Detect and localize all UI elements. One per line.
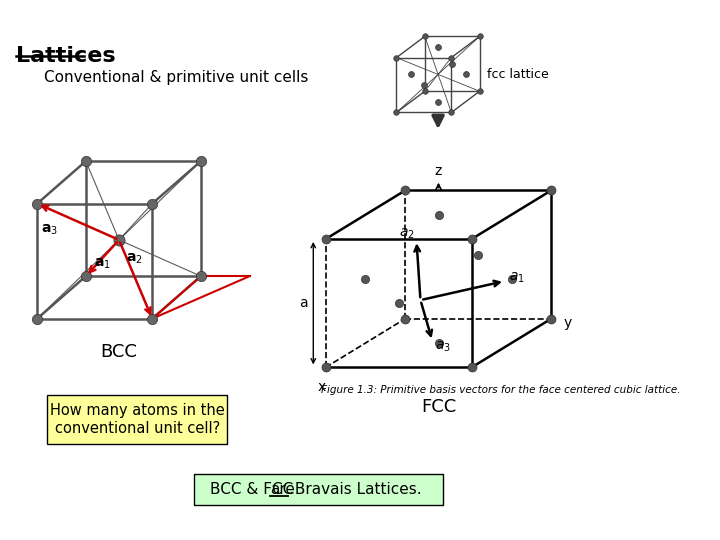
Point — [80, 157, 91, 165]
Text: fcc lattice: fcc lattice — [487, 68, 549, 81]
Text: $\mathbf{a}_2$: $\mathbf{a}_2$ — [126, 251, 143, 266]
Point — [393, 299, 405, 307]
Text: Bravais Lattices.: Bravais Lattices. — [290, 482, 421, 497]
Text: $\mathbf{a}_3$: $\mathbf{a}_3$ — [41, 223, 58, 237]
Point — [146, 314, 158, 323]
Point — [360, 274, 372, 283]
Point — [460, 70, 472, 79]
Point — [419, 32, 431, 40]
FancyBboxPatch shape — [194, 475, 443, 504]
Point — [474, 32, 485, 40]
Point — [446, 53, 457, 62]
Point — [400, 314, 411, 323]
Text: x: x — [317, 380, 325, 394]
Point — [466, 363, 477, 372]
Point — [195, 272, 207, 280]
Text: FCC: FCC — [421, 399, 456, 416]
Text: $a_2$: $a_2$ — [399, 227, 415, 241]
Text: a: a — [300, 296, 308, 310]
Point — [320, 363, 331, 372]
Text: z: z — [435, 164, 442, 178]
Text: Conventional & primitive unit cells: Conventional & primitive unit cells — [44, 70, 309, 85]
Point — [546, 186, 557, 195]
Point — [446, 108, 457, 117]
Text: Lattices: Lattices — [16, 46, 115, 66]
Point — [418, 80, 430, 89]
Point — [405, 70, 416, 79]
Point — [433, 211, 444, 219]
Text: BCC: BCC — [101, 343, 138, 361]
Text: Figure 1.3: Primitive basis vectors for the face centered cubic lattice.: Figure 1.3: Primitive basis vectors for … — [321, 385, 680, 395]
Point — [433, 339, 444, 347]
Text: $a_1$: $a_1$ — [509, 271, 525, 286]
Text: y: y — [564, 316, 572, 330]
Point — [113, 235, 125, 244]
Text: BCC & FCC: BCC & FCC — [210, 482, 298, 497]
Point — [466, 235, 477, 244]
Point — [505, 274, 517, 283]
Point — [432, 98, 444, 106]
Point — [146, 199, 158, 208]
Point — [320, 235, 331, 244]
Point — [474, 87, 485, 96]
Point — [446, 59, 458, 68]
Point — [391, 53, 402, 62]
Point — [400, 186, 411, 195]
Point — [546, 314, 557, 323]
Point — [419, 87, 431, 96]
FancyBboxPatch shape — [47, 395, 228, 444]
Point — [80, 272, 91, 280]
Point — [472, 250, 484, 259]
Text: are: are — [271, 482, 295, 497]
Point — [195, 157, 207, 165]
Text: $\mathbf{a}_1$: $\mathbf{a}_1$ — [94, 256, 111, 271]
Point — [391, 108, 402, 117]
Point — [32, 199, 43, 208]
Text: How many atoms in the
conventional unit cell?: How many atoms in the conventional unit … — [50, 403, 225, 436]
Point — [432, 43, 444, 51]
Point — [32, 314, 43, 323]
Text: $a_3$: $a_3$ — [435, 340, 451, 354]
